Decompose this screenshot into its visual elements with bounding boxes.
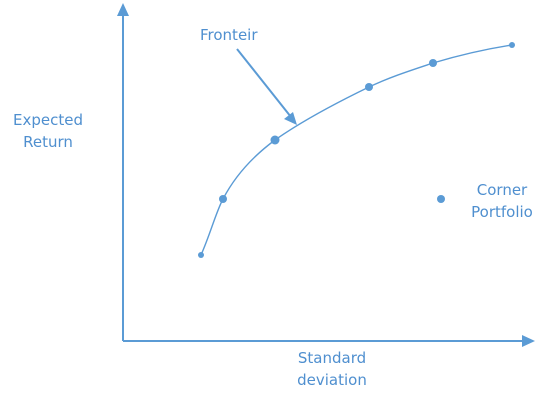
frontier-curve bbox=[200, 44, 513, 256]
corner-portfolio-label: Corner Portfolio bbox=[460, 179, 544, 223]
y-axis-arrowhead bbox=[117, 3, 129, 16]
x-axis-label: Standard deviation bbox=[282, 347, 382, 391]
corner-portfolio-label-line: Corner bbox=[476, 181, 528, 199]
x-axis-arrowhead bbox=[522, 335, 535, 347]
y-axis-label-line: Expected bbox=[13, 111, 83, 129]
frontier-pointer-arrow bbox=[236, 48, 292, 118]
x-axis-label-line: deviation bbox=[297, 371, 367, 389]
frontier-point bbox=[429, 59, 437, 67]
corner-portfolio-point bbox=[437, 195, 445, 203]
corner-portfolio-label-line: Portfolio bbox=[471, 203, 533, 221]
frontier-point bbox=[509, 42, 515, 48]
y-axis-label-line: Return bbox=[23, 133, 73, 151]
y-axis-label: Expected Return bbox=[0, 109, 96, 153]
frontier-label: Fronteir bbox=[200, 26, 258, 44]
frontier-point bbox=[198, 252, 204, 258]
frontier-point bbox=[219, 195, 227, 203]
frontier-point bbox=[365, 83, 373, 91]
x-axis-label-line: Standard bbox=[297, 349, 367, 367]
frontier-pointer-arrowhead bbox=[284, 112, 297, 125]
frontier-point bbox=[270, 135, 280, 145]
